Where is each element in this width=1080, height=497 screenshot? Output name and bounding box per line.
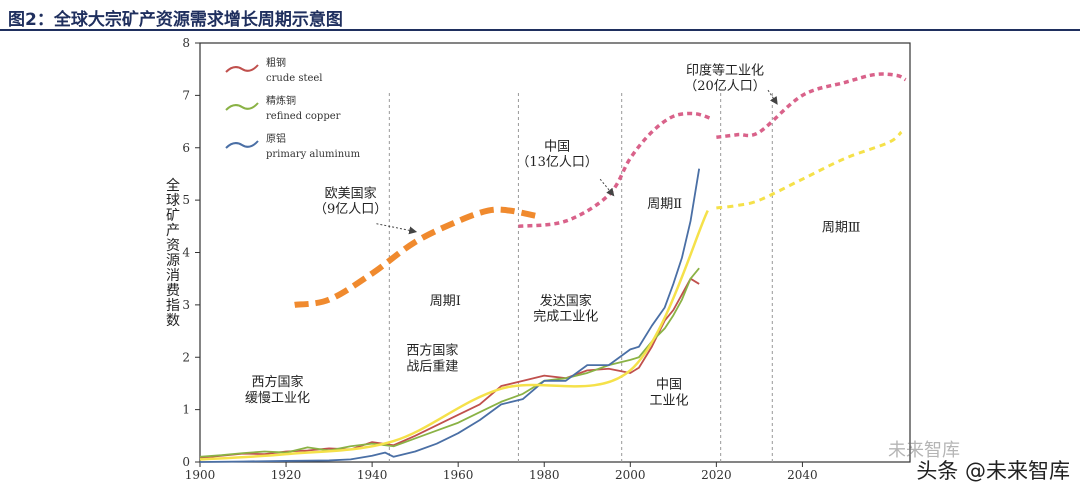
x-tick-label: 1920 — [271, 468, 302, 482]
annotation-text: （13亿人口） — [516, 155, 598, 170]
y-tick-label: 6 — [182, 141, 190, 155]
figure-title: 图2：全球大宗矿产资源需求增长周期示意图 — [8, 10, 343, 30]
legend-label-en-steel: crude steel — [266, 73, 323, 84]
y-axis-label: 全球矿产资源消费指数 — [164, 177, 180, 328]
annotation-text: 缓慢工业化 — [245, 390, 310, 406]
annotation-text: 工业化 — [650, 393, 689, 408]
title-divider — [0, 29, 1080, 31]
annotation-text: 中国 — [656, 378, 682, 393]
x-tick-label: 1960 — [443, 468, 474, 482]
legend-label-en-aluminum: primary aluminum — [266, 149, 361, 160]
watermark-main: 头条 @未来智库 — [916, 459, 1070, 483]
x-tick-label: 2020 — [701, 468, 732, 482]
legend-swatch-copper — [225, 102, 259, 111]
y-tick-label: 4 — [182, 246, 190, 260]
annotation-text: 周期Ⅰ — [430, 294, 461, 309]
y-tick-label: 5 — [182, 193, 190, 207]
series-line-0 — [199, 277, 700, 459]
legend-label-steel: 粗钢 — [266, 56, 286, 69]
annotation-text: 西方国家 — [251, 374, 303, 390]
annotation-text: 中国 — [544, 139, 570, 154]
annotation-text: 欧美国家 — [325, 186, 377, 202]
annotation-text: 周期Ⅲ — [822, 221, 861, 236]
annotation-arrow — [599, 178, 615, 197]
series-line-7 — [716, 130, 903, 210]
y-tick-label: 3 — [182, 298, 190, 312]
annotation-text: 战后重建 — [406, 358, 458, 374]
legend-label-en-copper: refined copper — [266, 111, 341, 122]
y-tick-label: 2 — [182, 350, 190, 364]
annotation-text: 发达国家 — [540, 293, 592, 309]
y-tick-label: 7 — [182, 88, 190, 102]
legend-label-aluminum: 原铝 — [266, 133, 286, 145]
annotation-arrow — [767, 89, 778, 105]
annotation-text: 完成工业化 — [533, 310, 598, 325]
y-tick-label: 1 — [182, 403, 190, 417]
y-tick-label: 0 — [182, 455, 190, 469]
x-tick-label: 1980 — [529, 468, 560, 482]
annotation-text: 西方国家 — [406, 343, 458, 359]
series-line-4 — [294, 206, 537, 308]
watermark-faint: 未来智库 — [888, 440, 960, 461]
annotation-text: （9亿人口） — [314, 202, 387, 217]
series-line-2 — [199, 168, 701, 463]
annotation-text: 印度等工业化 — [686, 62, 764, 78]
x-tick-label: 1900 — [185, 468, 216, 482]
y-tick-label: 8 — [182, 36, 190, 50]
legend-label-copper: 精炼铜 — [266, 94, 296, 107]
annotation-arrow — [376, 223, 418, 235]
x-tick-label: 2000 — [615, 468, 646, 482]
series-line-1 — [199, 267, 700, 458]
x-tick-label: 1940 — [357, 468, 388, 482]
legend-swatch-aluminum — [225, 140, 259, 149]
annotation-text: 周期Ⅱ — [647, 197, 682, 212]
annotation-text: （20亿人口） — [684, 79, 766, 94]
series-line-3 — [199, 210, 709, 461]
x-tick-label: 2040 — [787, 468, 818, 482]
legend-swatch-steel — [225, 64, 259, 73]
